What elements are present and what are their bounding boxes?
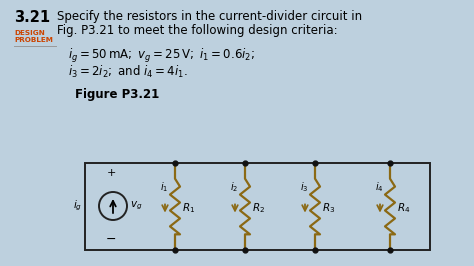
Text: $i_3 = 2i_2;\ \mathrm{and}\ i_4 = 4i_1.$: $i_3 = 2i_2;\ \mathrm{and}\ i_4 = 4i_1.$: [68, 64, 188, 80]
Text: +: +: [106, 168, 116, 178]
Text: $v_g$: $v_g$: [130, 200, 143, 212]
Text: Figure P3.21: Figure P3.21: [75, 88, 159, 101]
Text: $R_1$: $R_1$: [182, 202, 195, 215]
Text: $i_g$: $i_g$: [73, 199, 82, 213]
Text: −: −: [106, 233, 116, 246]
Text: $i_3$: $i_3$: [300, 181, 308, 194]
Text: $i_2$: $i_2$: [230, 181, 238, 194]
Text: DESIGN: DESIGN: [14, 30, 45, 36]
Text: Fig. P3.21 to meet the following design criteria:: Fig. P3.21 to meet the following design …: [57, 24, 337, 37]
Text: Specify the resistors in the current-divider circuit in: Specify the resistors in the current-div…: [57, 10, 362, 23]
Text: $R_2$: $R_2$: [252, 202, 265, 215]
Text: $i_4$: $i_4$: [374, 181, 383, 194]
Text: $i_g = 50\,\mathrm{mA};\ v_g = 25\,\mathrm{V};\ i_1 = 0.6i_2;$: $i_g = 50\,\mathrm{mA};\ v_g = 25\,\math…: [68, 47, 255, 65]
Text: 3.21: 3.21: [14, 10, 50, 25]
Bar: [85, 163, 430, 250]
Text: PROBLEM: PROBLEM: [14, 37, 53, 43]
Text: $R_4$: $R_4$: [397, 202, 410, 215]
Text: $R_3$: $R_3$: [322, 202, 335, 215]
Text: $i_1$: $i_1$: [160, 181, 168, 194]
